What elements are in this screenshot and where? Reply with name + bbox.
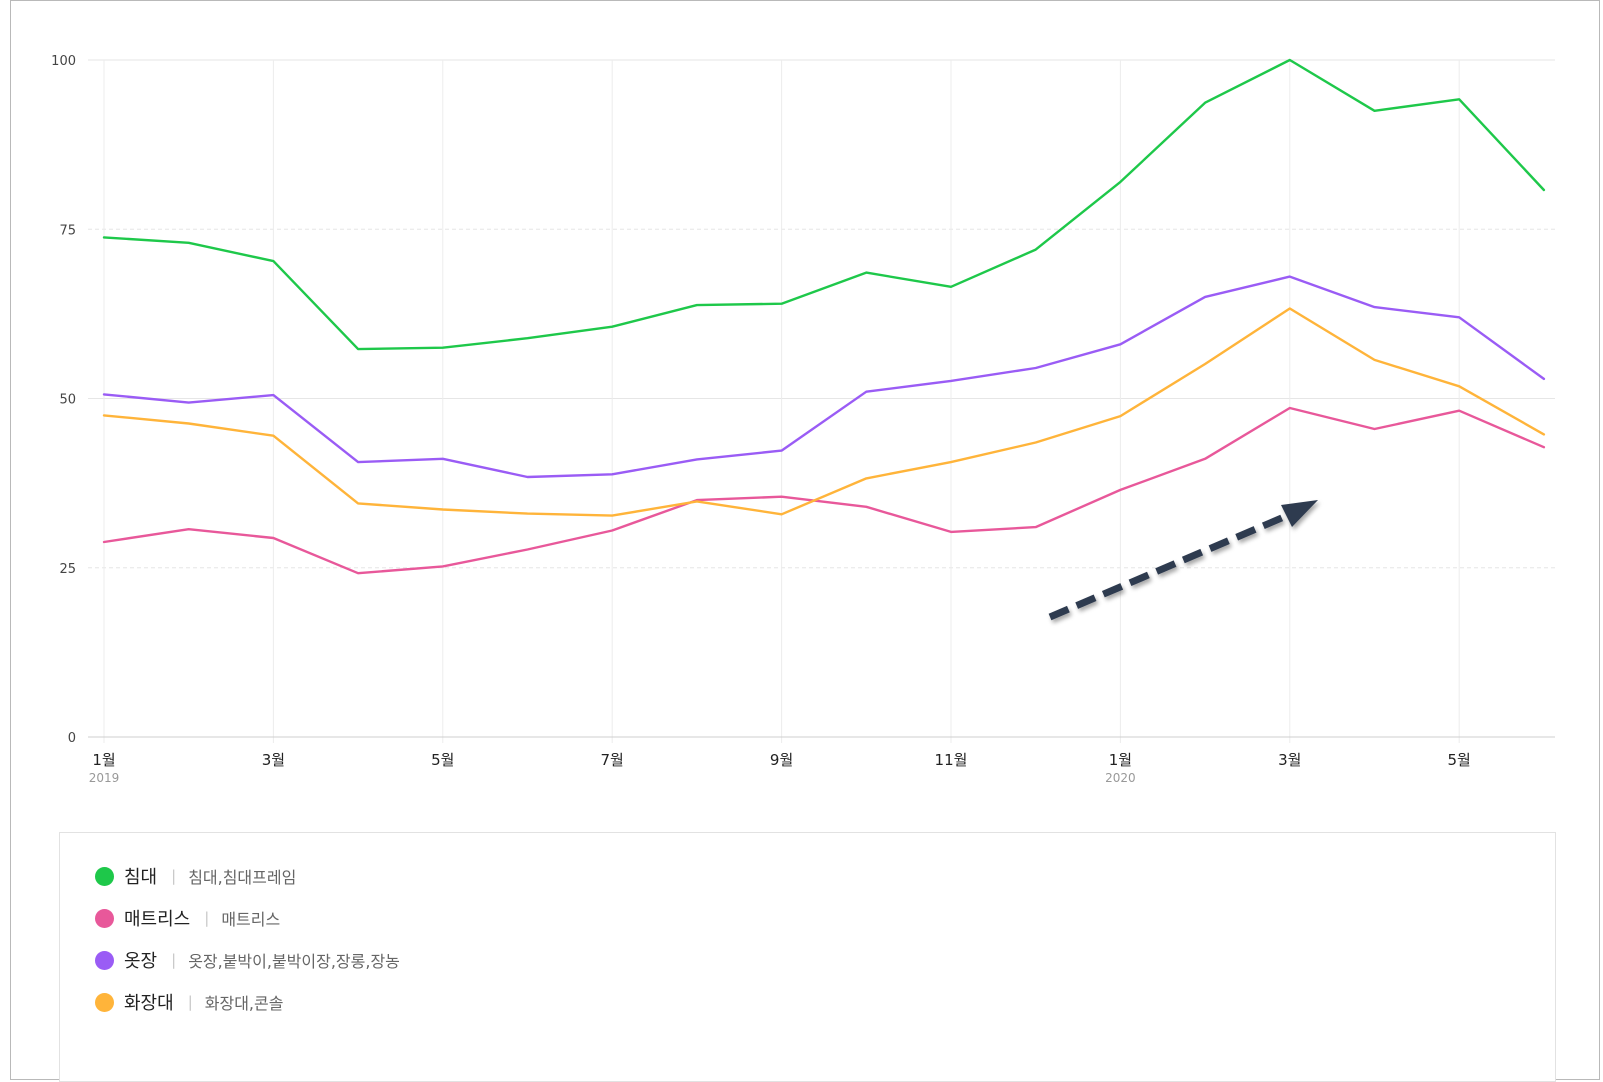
series-line-0 <box>102 58 1546 351</box>
legend-separator: | <box>204 909 210 927</box>
legend-dot-1 <box>95 908 114 928</box>
y-tick-label: 100 <box>51 54 76 69</box>
series-line-3 <box>102 307 1546 517</box>
legend-separator: | <box>187 993 193 1011</box>
legend-item-3[interactable]: 화장대 | 화장대,콘솔 <box>95 990 283 1014</box>
x-tick-label: 1월 <box>1109 751 1132 769</box>
grid <box>88 59 1555 743</box>
legend-name-2: 옷장 <box>124 951 158 972</box>
trend-arrow-head <box>1281 500 1318 527</box>
x-tick-label: 5월 <box>431 751 454 769</box>
legend-keywords-3: 화장대,콘솔 <box>204 994 284 1013</box>
y-tick-label: 75 <box>59 223 76 238</box>
legend-separator: | <box>171 867 177 885</box>
x-tick-label: 9월 <box>770 751 793 769</box>
x-tick-year: 2019 <box>89 771 120 785</box>
trend-annotation <box>1048 500 1318 621</box>
series-line-2 <box>102 275 1546 479</box>
legend-keywords-1: 매트리스 <box>221 910 281 929</box>
x-tick-year: 2020 <box>1105 771 1136 785</box>
legend-item-0[interactable]: 침대 | 침대,침대프레임 <box>95 864 296 888</box>
x-tick-label: 3월 <box>1278 751 1301 769</box>
legend-name-0: 침대 <box>124 867 158 888</box>
y-tick-label: 50 <box>59 393 76 408</box>
axes: 0 25 50 75 100 1월 2019 3월 5월 7월 9월 11월 1월 2020 3월 5월 <box>51 54 1555 785</box>
legend: 침대 | 침대,침대프레임 매트리스 | 매트리스 옷장 | 옷장,붙박이,붙박… <box>59 832 1556 1082</box>
legend-name-1: 매트리스 <box>124 909 191 930</box>
trend-arrow <box>1048 500 1318 621</box>
x-tick-label: 5월 <box>1448 751 1471 769</box>
x-tick-label: 1월 <box>92 751 115 769</box>
y-tick-label: 25 <box>59 562 76 577</box>
legend-item-1[interactable]: 매트리스 | 매트리스 <box>95 906 280 930</box>
legend-dot-0 <box>95 866 114 886</box>
legend-separator: | <box>171 951 177 969</box>
legend-name-3: 화장대 <box>124 993 174 1014</box>
y-tick-label: 0 <box>68 731 76 746</box>
x-tick-label: 7월 <box>601 751 624 769</box>
x-tick-label: 11월 <box>935 751 968 769</box>
legend-keywords-2: 옷장,붙박이,붙박이장,장롱,장농 <box>188 952 400 971</box>
trend-arrow-shaft <box>1048 510 1293 621</box>
legend-keywords-0: 침대,침대프레임 <box>188 868 297 887</box>
legend-dot-2 <box>95 950 114 970</box>
legend-item-2[interactable]: 옷장 | 옷장,붙박이,붙박이장,장롱,장농 <box>95 948 400 972</box>
legend-dot-3 <box>95 992 114 1012</box>
series-line-1 <box>102 406 1546 575</box>
series-lines <box>102 58 1546 575</box>
x-tick-label: 3월 <box>262 751 285 769</box>
